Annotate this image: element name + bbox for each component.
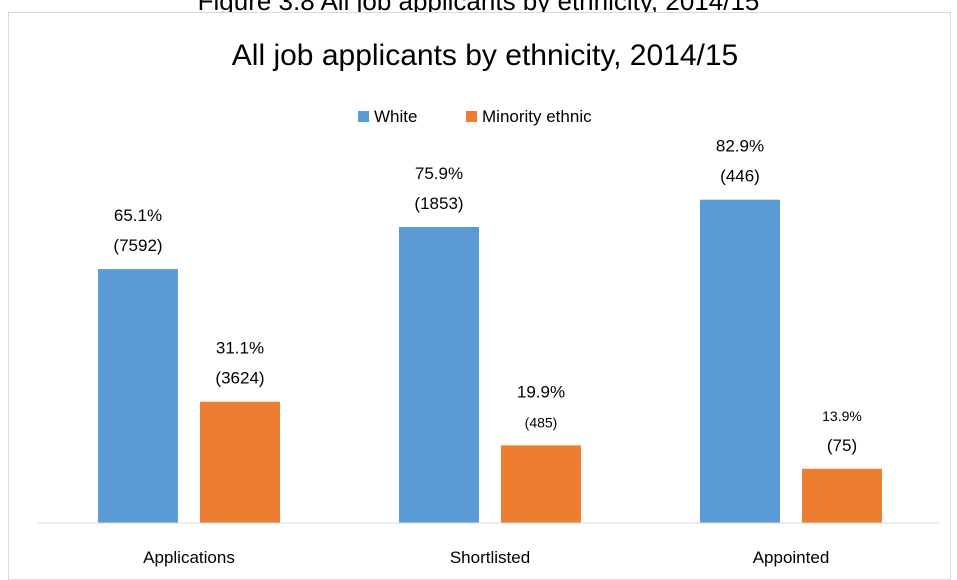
x-tick-label-shortlisted: Shortlisted xyxy=(450,548,530,567)
data-label-percent-white-applications: 65.1% xyxy=(114,206,162,225)
legend-label-minority-ethnic: Minority ethnic xyxy=(482,107,592,126)
data-label-percent-minority-ethnic-shortlisted: 19.9% xyxy=(517,382,565,401)
data-label-count-minority-ethnic-appointed: (75) xyxy=(827,436,857,455)
legend: White Minority ethnic xyxy=(358,107,592,126)
x-tick-labels: Applications Shortlisted Appointed xyxy=(143,548,829,567)
data-label-count-minority-ethnic-shortlisted: (485) xyxy=(525,414,558,430)
bar-white-shortlisted xyxy=(399,226,479,524)
legend-swatch-white xyxy=(358,111,369,122)
data-label-percent-minority-ethnic-appointed: 13.9% xyxy=(822,408,862,424)
data-label-count-white-applications: (7592) xyxy=(113,236,162,255)
data-label-percent-white-appointed: 82.9% xyxy=(716,137,764,156)
bar-minority-ethnic-shortlisted xyxy=(501,445,581,523)
legend-label-white: White xyxy=(374,107,417,126)
data-label-count-white-appointed: (446) xyxy=(720,167,760,186)
data-label-percent-white-shortlisted: 75.9% xyxy=(415,164,463,183)
x-tick-label-applications: Applications xyxy=(143,548,235,567)
bars xyxy=(98,199,882,524)
bar-minority-ethnic-appointed xyxy=(802,468,882,523)
data-labels: 65.1% (7592) 31.1% (3624) 75.9% (1853) 19.9% (4… xyxy=(113,137,861,455)
data-label-percent-minority-ethnic-applications: 31.1% xyxy=(216,339,264,358)
legend-swatch-minority-ethnic xyxy=(466,111,477,122)
bar-white-applications xyxy=(98,269,178,523)
chart-title: All job applicants by ethnicity, 2014/15 xyxy=(232,39,738,72)
bar-white-appointed xyxy=(700,199,780,523)
data-label-count-white-shortlisted: (1853) xyxy=(414,194,463,213)
bar-minority-ethnic-applications xyxy=(200,401,280,523)
data-label-count-minority-ethnic-applications: (3624) xyxy=(215,369,264,388)
x-tick-label-appointed: Appointed xyxy=(753,548,830,567)
